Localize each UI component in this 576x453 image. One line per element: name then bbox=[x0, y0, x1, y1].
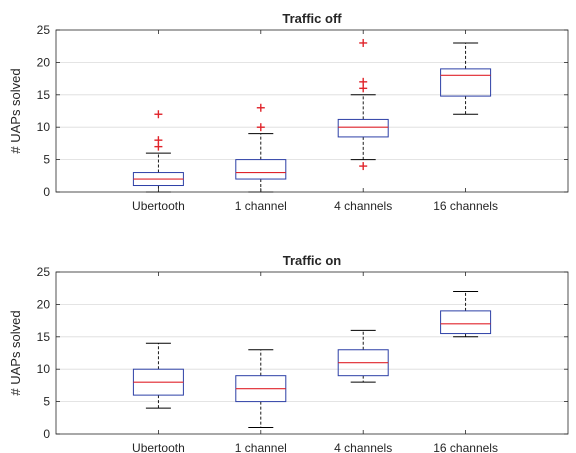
outlier-marker bbox=[154, 110, 163, 119]
outlier-marker bbox=[256, 103, 265, 112]
y-tick-label: 20 bbox=[37, 55, 51, 69]
box-ubertooth bbox=[132, 342, 184, 409]
box-ubertooth bbox=[132, 110, 184, 193]
x-tick-label: 1 channel bbox=[235, 441, 287, 453]
x-tick-label: Ubertooth bbox=[132, 199, 185, 213]
box-iqr bbox=[440, 310, 492, 335]
y-tick-label: 25 bbox=[37, 23, 51, 37]
x-tick-label: Ubertooth bbox=[132, 441, 185, 453]
outlier-marker bbox=[154, 136, 163, 145]
box-iqr bbox=[235, 159, 287, 180]
y-tick-label: 15 bbox=[37, 88, 51, 102]
axes-frame bbox=[55, 271, 569, 435]
outlier-marker bbox=[359, 77, 368, 86]
outlier-marker bbox=[359, 38, 368, 47]
box-4-channels bbox=[337, 329, 389, 383]
x-tick-label: 4 channels bbox=[334, 441, 392, 453]
box-4-channels bbox=[337, 38, 389, 171]
y-tick-label: 10 bbox=[37, 120, 51, 134]
box-iqr bbox=[337, 118, 389, 138]
chart-traffic-off: 0 5 10 15 20 25 Ubertooth 1 channel 4 channels 16… bbox=[8, 11, 569, 213]
x-tick-label: 16 channels bbox=[433, 441, 498, 453]
y-tick-label: 0 bbox=[43, 427, 50, 441]
y-tick-label: 20 bbox=[37, 297, 51, 311]
box-16-channels bbox=[440, 42, 492, 115]
y-tick-label: 10 bbox=[37, 362, 51, 376]
outlier-marker bbox=[359, 162, 368, 171]
box-1-channel bbox=[235, 103, 287, 193]
y-tick-label: 5 bbox=[43, 153, 50, 167]
x-tick-label: 1 channel bbox=[235, 199, 287, 213]
x-tick-label: 16 channels bbox=[433, 199, 498, 213]
chart-title: Traffic on bbox=[283, 253, 342, 268]
box-1-channel bbox=[235, 349, 287, 429]
y-tick-label: 25 bbox=[37, 265, 51, 279]
y-axis-label: # UAPs solved bbox=[8, 68, 23, 153]
box-16-channels bbox=[440, 290, 492, 338]
y-tick-label: 0 bbox=[43, 185, 50, 199]
y-tick-label: 15 bbox=[37, 330, 51, 344]
outlier-marker bbox=[256, 123, 265, 132]
chart-title: Traffic off bbox=[282, 11, 342, 26]
chart-traffic-on: 0 5 10 15 20 25 Ubertooth 1 channel 4 channels 16… bbox=[8, 253, 569, 453]
y-tick-label: 5 bbox=[43, 395, 50, 409]
box-iqr bbox=[440, 68, 492, 97]
x-tick-label: 4 channels bbox=[334, 199, 392, 213]
axes-frame bbox=[55, 29, 569, 193]
y-axis-label: # UAPs solved bbox=[8, 310, 23, 395]
